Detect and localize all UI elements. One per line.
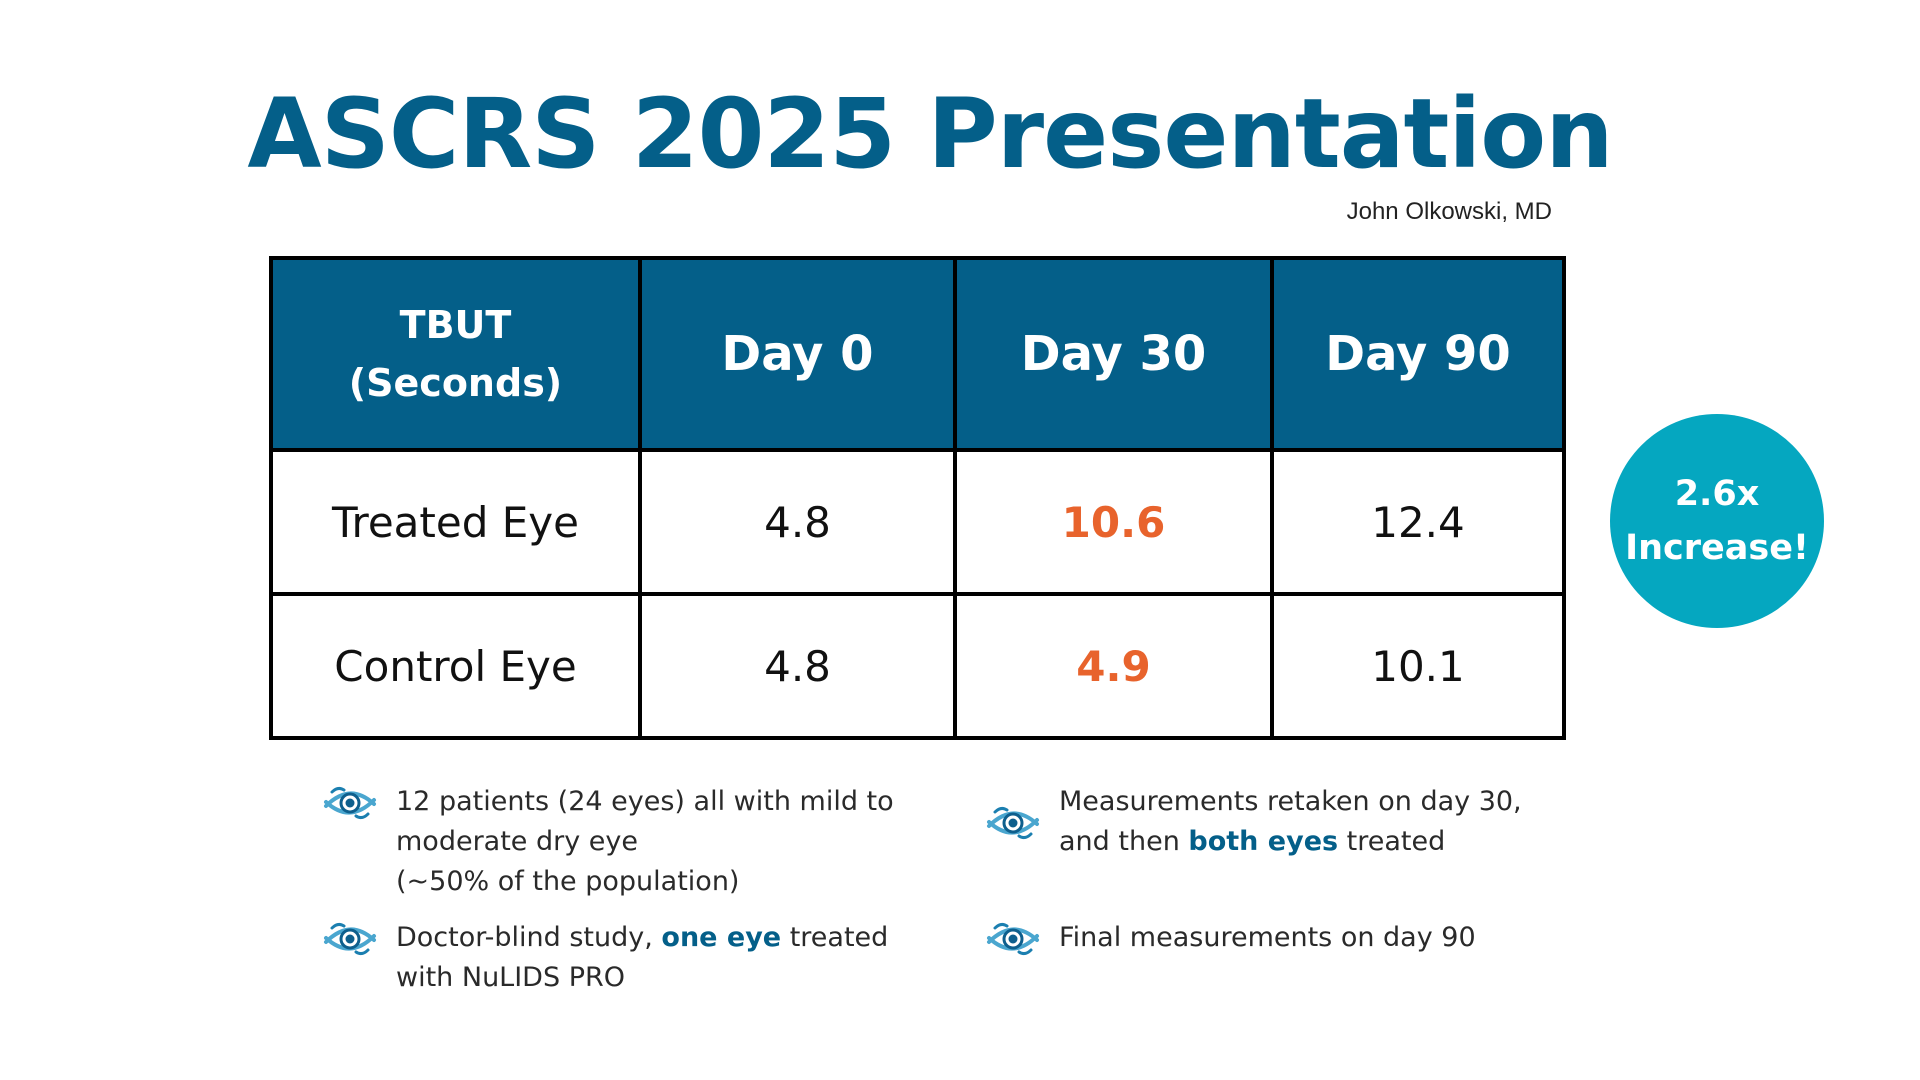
row-label: Treated Eye — [269, 448, 642, 596]
bullet-text-post: treated — [1338, 826, 1446, 857]
bullet-text: Measurements retaken on day 30, and then… — [1059, 782, 1522, 862]
cell-day30: 10.6 — [953, 448, 1274, 596]
header-seconds-label: (Seconds) — [348, 361, 563, 405]
badge-value: 2.6x — [1674, 474, 1760, 514]
header-day90: Day 90 — [1270, 256, 1566, 452]
bullet-line: moderate dry eye — [396, 826, 638, 857]
bullet-remeasure: Measurements retaken on day 30, and then… — [985, 782, 1685, 862]
bullet-line: with NuLIDS PRO — [396, 962, 625, 993]
increase-badge: 2.6x Increase! — [1610, 414, 1824, 628]
bullet-emphasis: one eye — [661, 922, 782, 953]
table-row: Treated Eye 4.8 10.6 12.4 — [269, 448, 1566, 596]
bullet-text-post: treated — [781, 922, 889, 953]
header-tbut-seconds: TBUT (Seconds) — [269, 256, 642, 452]
cell-day30: 4.9 — [953, 592, 1274, 740]
eye-logo-icon — [987, 806, 1039, 840]
bullet-text-pre: and then — [1059, 826, 1189, 857]
bullet-emphasis: both eyes — [1188, 826, 1339, 857]
bullet-patients: 12 patients (24 eyes) all with mild to m… — [322, 782, 962, 902]
eye-logo-icon — [324, 922, 376, 956]
bullet-study-design: Doctor-blind study, one eye treated with… — [322, 918, 962, 998]
bullet-text-pre: Doctor-blind study, — [396, 922, 662, 953]
cell-day90: 10.1 — [1270, 592, 1566, 740]
bullet-line: Measurements retaken on day 30, — [1059, 786, 1522, 817]
badge-label: Increase! — [1625, 528, 1809, 568]
bullet-line: 12 patients (24 eyes) all with mild to — [396, 786, 894, 817]
page-title: ASCRS 2025 Presentation — [247, 78, 1613, 190]
eye-logo-icon — [987, 922, 1039, 956]
author-name: John Olkowski, MD — [1346, 198, 1552, 225]
bullet-line: Final measurements on day 90 — [1059, 922, 1476, 953]
bullet-line: (~50% of the population) — [396, 866, 740, 897]
table-header-row: TBUT (Seconds) Day 0 Day 30 Day 90 — [269, 256, 1566, 452]
bullet-text: 12 patients (24 eyes) all with mild to m… — [396, 782, 894, 902]
row-label: Control Eye — [269, 592, 642, 740]
bullet-final: Final measurements on day 90 — [985, 918, 1685, 962]
header-tbut-label: TBUT — [399, 303, 512, 347]
cell-day0: 4.8 — [638, 592, 957, 740]
table-row: Control Eye 4.8 4.9 10.1 — [269, 592, 1566, 740]
tbut-table: TBUT (Seconds) Day 0 Day 30 Day 90 Treat… — [269, 256, 1566, 740]
eye-logo-icon — [324, 786, 376, 820]
cell-day0: 4.8 — [638, 448, 957, 596]
bullet-text: Doctor-blind study, one eye treated with… — [396, 918, 888, 998]
cell-day90: 12.4 — [1270, 448, 1566, 596]
header-day0: Day 0 — [638, 256, 957, 452]
bullet-text: Final measurements on day 90 — [1059, 918, 1476, 958]
header-day30: Day 30 — [953, 256, 1274, 452]
